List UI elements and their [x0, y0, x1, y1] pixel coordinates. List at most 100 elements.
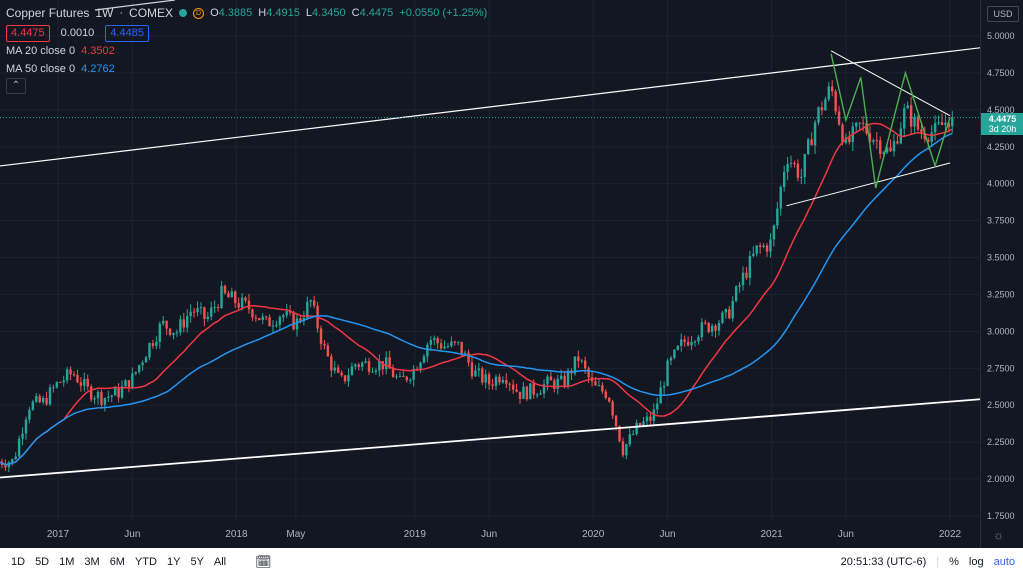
candle-body	[172, 332, 175, 335]
candle-body	[378, 361, 381, 371]
x-tick-label: 2018	[225, 529, 248, 540]
candle-body	[796, 163, 800, 178]
candle-body	[278, 317, 282, 325]
timeframe-button[interactable]: YTD	[134, 555, 157, 568]
candle-body	[251, 309, 254, 318]
timeframe-button[interactable]: 5D	[35, 555, 50, 568]
candle-body	[227, 293, 230, 298]
candle-body	[522, 386, 525, 399]
candle-body	[824, 99, 827, 111]
y-tick-label: 4.2500	[987, 142, 1015, 152]
ohlc-close: C4.4475	[351, 7, 394, 19]
candle-body	[885, 147, 889, 153]
upper-channel-line	[0, 47, 980, 167]
candle-body	[151, 343, 155, 346]
indicator-ma50[interactable]: MA 50 close 0 4.2762	[6, 60, 487, 78]
candle-body	[494, 376, 498, 386]
settings-gear-icon[interactable]: ☼	[993, 528, 1004, 542]
percent-toggle[interactable]: %	[949, 555, 959, 568]
candle-body	[501, 380, 505, 383]
candle-body	[697, 337, 700, 342]
candle-body	[625, 444, 628, 456]
indicator-ma20[interactable]: MA 20 close 0 4.3502	[6, 42, 487, 60]
candle-body	[477, 368, 481, 371]
candle-body	[875, 140, 879, 142]
clock-display[interactable]: 20:51:33 (UTC-6)	[840, 555, 927, 568]
candle-body	[343, 375, 347, 382]
candle-body	[206, 316, 210, 319]
candle-body	[693, 341, 697, 343]
candle-body	[457, 341, 460, 343]
candle-body	[155, 341, 158, 346]
candle-body	[409, 379, 412, 381]
candle-body	[35, 396, 38, 402]
price-plot[interactable]: 2017 Jun 2018 May 2019 Jun 2020 Jun 2021 Jun 2022	[0, 0, 980, 548]
timeframe-button[interactable]: 1M	[59, 555, 75, 568]
candle-body	[302, 317, 306, 321]
candle-body	[268, 317, 271, 327]
candle-body	[309, 300, 312, 302]
timeframe-button[interactable]: 3M	[84, 555, 100, 568]
candle-body	[776, 208, 779, 226]
candle-body	[426, 344, 429, 357]
candle-body	[717, 322, 721, 331]
buy-button[interactable]: 4.4485	[105, 25, 149, 42]
candle-body	[779, 186, 782, 209]
dot-separator: ·	[119, 7, 124, 19]
candle-body	[710, 325, 714, 333]
candle-body	[707, 322, 710, 333]
candle-body	[388, 357, 391, 369]
chevron-up-icon[interactable]: ⌃	[6, 78, 26, 94]
candle-body	[360, 362, 364, 367]
currency-selector[interactable]: USD	[987, 6, 1019, 22]
candle-body	[264, 316, 268, 318]
candle-body	[52, 387, 55, 389]
candle-body	[474, 370, 477, 377]
symbol-name[interactable]: Copper Futures	[6, 6, 90, 20]
candle-body	[614, 415, 618, 426]
y-tick-label: 2.7500	[987, 363, 1015, 373]
candle-body	[745, 272, 748, 278]
y-tick-label: 1.7500	[987, 511, 1015, 521]
candle-body	[330, 356, 333, 371]
candle-body	[137, 365, 141, 372]
candle-body	[306, 301, 309, 318]
bottom-toolbar: 1D 5D 1M 3M 6M YTD 1Y 5Y All 🗓 20:51:33 (UTC-6) …	[0, 548, 1023, 575]
candle-body	[618, 425, 621, 442]
sell-button[interactable]: 4.4475	[6, 25, 50, 42]
candle-body	[240, 297, 244, 308]
y-tick-label: 3.2500	[987, 289, 1015, 299]
timeframe-button[interactable]: 6M	[109, 555, 125, 568]
price-axis[interactable]: USD 5.0000 4.7500 4.5000 4.2500 4.0000 3.7500…	[980, 0, 1023, 548]
timeframe-button[interactable]: 1D	[11, 555, 26, 568]
candle-body	[374, 370, 378, 372]
candle-body	[498, 376, 501, 383]
candle-body	[758, 245, 762, 247]
y-tick-label: 2.2500	[987, 437, 1015, 447]
y-tick-label: 2.0000	[987, 474, 1015, 484]
candle-body	[230, 291, 234, 298]
candle-body	[772, 225, 776, 240]
timeframe-button[interactable]: All	[213, 555, 227, 568]
interval[interactable]: 1W	[95, 6, 114, 20]
candle-body	[827, 86, 830, 100]
timeframe-button[interactable]: 5Y	[190, 555, 204, 568]
bar-countdown: 3d 20h	[988, 124, 1017, 134]
candle-body	[165, 320, 168, 329]
chart-pane[interactable]: 2017 Jun 2018 May 2019 Jun 2020 Jun 2021 Jun 2022 …	[0, 0, 980, 548]
bottom-right-controls: 20:51:33 (UTC-6) | % log auto	[841, 548, 1023, 575]
candle-body	[38, 396, 41, 403]
candle-body	[127, 380, 131, 389]
timeframe-button[interactable]: 1Y	[166, 555, 181, 568]
auto-scale-toggle[interactable]: auto	[993, 555, 1015, 568]
candle-body	[326, 345, 330, 357]
candle-body	[83, 378, 86, 386]
candle-body	[336, 367, 340, 373]
date-range-icon[interactable]: 🗓	[255, 553, 272, 569]
candle-body	[937, 122, 940, 124]
candle-body	[573, 356, 577, 374]
candle-body	[391, 368, 395, 378]
candle-body	[632, 434, 635, 436]
candle-body	[237, 303, 240, 308]
log-toggle[interactable]: log	[968, 555, 984, 568]
